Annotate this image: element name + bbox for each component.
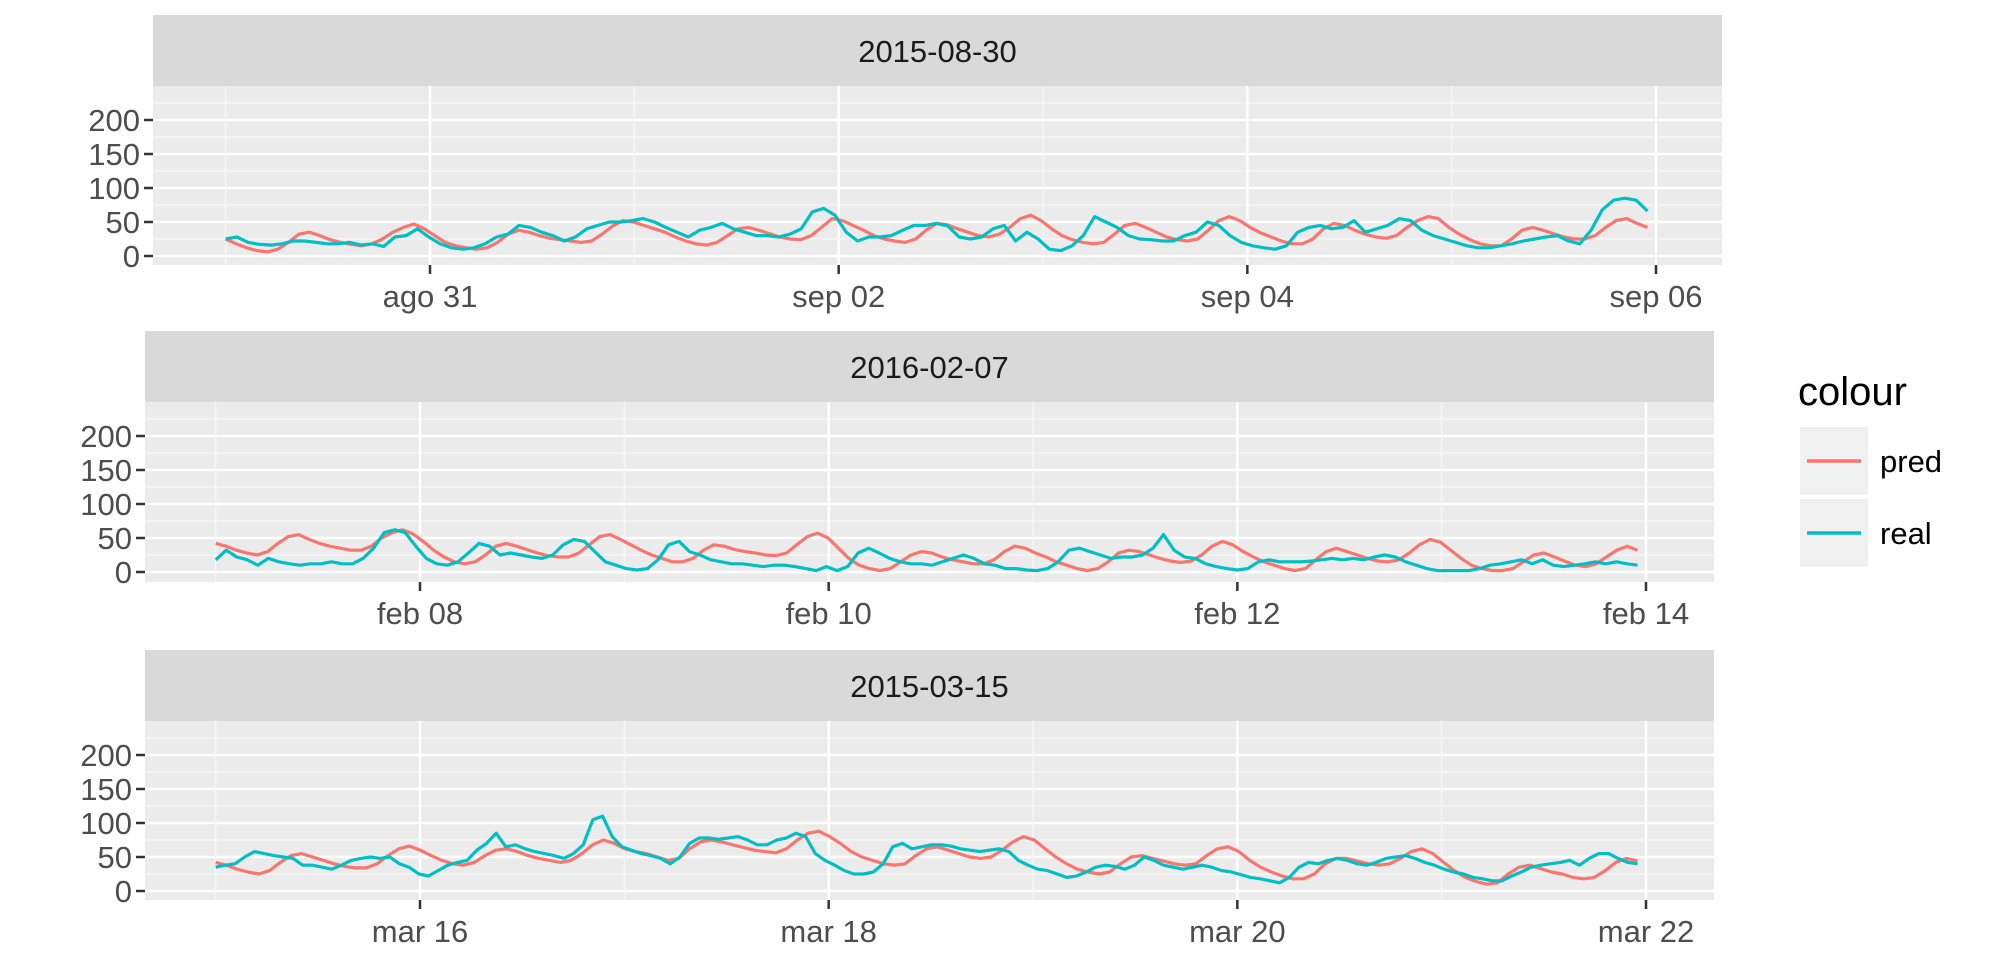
- y-tick-label: 100: [80, 806, 132, 841]
- x-tick-label: ago 31: [383, 279, 478, 314]
- y-tick-label: 150: [80, 772, 132, 807]
- y-tick-label: 0: [123, 239, 140, 274]
- x-tick-label: mar 16: [372, 914, 468, 949]
- y-tick-label: 0: [115, 555, 132, 590]
- y-tick-label: 100: [80, 487, 132, 522]
- x-tick-label: sep 06: [1609, 279, 1702, 314]
- x-tick-label: mar 18: [780, 914, 876, 949]
- panel-background: [153, 86, 1722, 265]
- y-tick-label: 100: [88, 171, 140, 206]
- y-tick-label: 150: [88, 137, 140, 172]
- legend-title: colour: [1798, 370, 1907, 414]
- x-tick-label: mar 22: [1598, 914, 1694, 949]
- y-tick-label: 50: [98, 521, 132, 556]
- x-tick-label: feb 12: [1194, 596, 1280, 631]
- y-tick-label: 150: [80, 453, 132, 488]
- series-line-real: [215, 814, 1638, 885]
- facet-strip-label: 2015-03-15: [850, 669, 1009, 704]
- x-tick-label: feb 14: [1603, 596, 1689, 631]
- legend-label-real: real: [1880, 516, 1932, 551]
- facet-strip-label: 2015-08-30: [858, 34, 1017, 69]
- y-tick-label: 200: [80, 738, 132, 773]
- panel-background: [145, 721, 1714, 900]
- series-line-real: [214, 528, 1638, 573]
- facet-strip-label: 2016-02-07: [850, 350, 1009, 385]
- facet-strip: [145, 331, 1714, 402]
- facet-strip: [153, 15, 1722, 86]
- x-tick-label: mar 20: [1189, 914, 1285, 949]
- legend-label-pred: pred: [1880, 444, 1942, 479]
- y-tick-label: 50: [98, 840, 132, 875]
- facet-strip: [145, 650, 1714, 721]
- y-tick-label: 50: [106, 205, 140, 240]
- x-tick-label: feb 10: [786, 596, 872, 631]
- y-tick-label: 200: [88, 103, 140, 138]
- y-tick-label: 200: [80, 419, 132, 454]
- legend: colour pred real: [1798, 370, 1942, 567]
- y-tick-label: 0: [115, 874, 132, 909]
- x-tick-label: sep 04: [1201, 279, 1294, 314]
- x-tick-label: sep 02: [792, 279, 885, 314]
- x-tick-label: feb 08: [377, 596, 463, 631]
- series-line-real: [225, 196, 1649, 253]
